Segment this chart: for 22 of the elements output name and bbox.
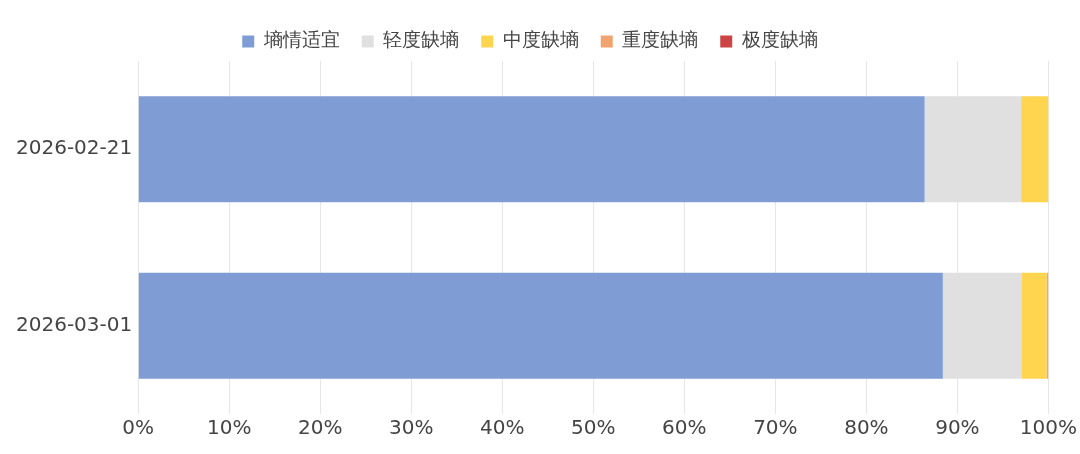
x-tick-label: 50% bbox=[571, 415, 616, 440]
x-tick-label: 90% bbox=[935, 415, 980, 440]
x-tick-label: 80% bbox=[844, 415, 889, 440]
y-tick-label: 2026-02-21 bbox=[16, 135, 133, 160]
bar bbox=[138, 96, 925, 203]
bar bbox=[138, 272, 943, 379]
bar bbox=[1022, 272, 1047, 379]
y-tick-label: 2026-03-01 bbox=[16, 311, 133, 336]
bar bbox=[1021, 96, 1049, 203]
legend-label: 重度缺墒 bbox=[622, 28, 699, 51]
x-tick-label: 100% bbox=[1019, 415, 1077, 440]
x-tick-label: 0% bbox=[122, 415, 155, 440]
x-tick-label: 70% bbox=[753, 415, 798, 440]
x-tick-label: 60% bbox=[662, 415, 707, 440]
x-tick-label: 40% bbox=[480, 415, 525, 440]
legend-label: 墒情适宜 bbox=[262, 28, 340, 51]
legend-label: 极度缺墒 bbox=[740, 28, 818, 51]
x-tick-label: 10% bbox=[207, 415, 252, 440]
x-tick-label: 20% bbox=[298, 415, 343, 440]
legend-label: 轻度缺墒 bbox=[383, 28, 460, 51]
x-tick-label: 30% bbox=[389, 415, 434, 440]
legend-label: 中度缺墒 bbox=[502, 28, 579, 51]
